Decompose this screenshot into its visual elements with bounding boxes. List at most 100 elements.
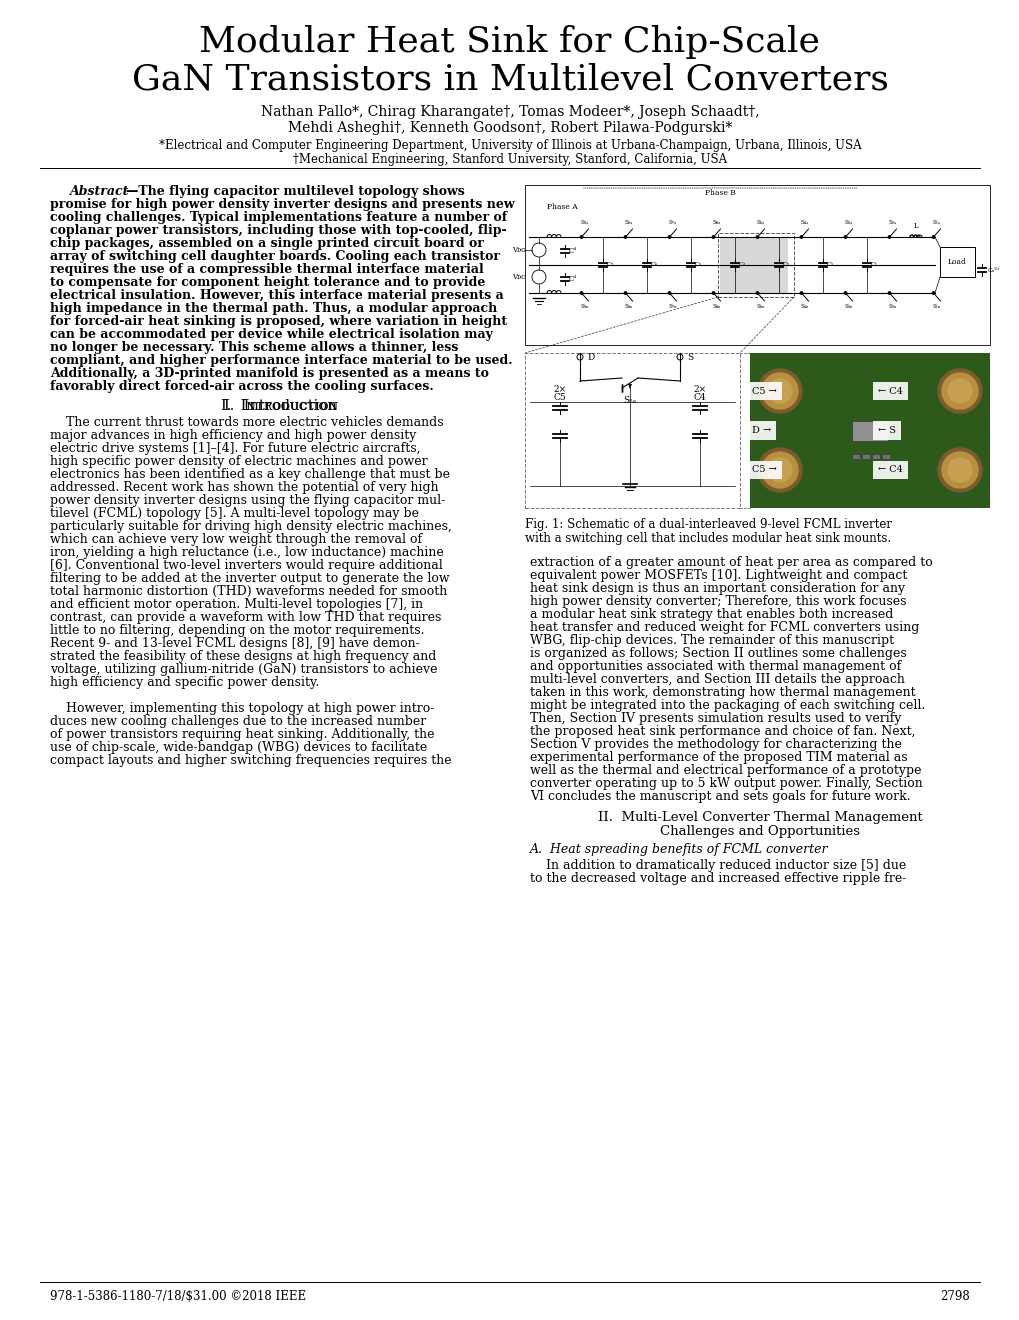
- Text: Vᴅᴄ: Vᴅᴄ: [512, 246, 525, 253]
- Text: and opportunities associated with thermal management of: and opportunities associated with therma…: [530, 660, 901, 673]
- Circle shape: [942, 451, 977, 488]
- Text: C₄: C₄: [739, 263, 746, 268]
- Text: compliant, and higher performance interface material to be used.: compliant, and higher performance interf…: [50, 354, 513, 367]
- Text: tilevel (FCML) topology [5]. A multi-level topology may be: tilevel (FCML) topology [5]. A multi-lev…: [50, 507, 419, 520]
- Text: 2×: 2×: [693, 385, 706, 393]
- Text: However, implementing this topology at high power intro-: However, implementing this topology at h…: [50, 702, 434, 715]
- Circle shape: [888, 292, 890, 294]
- Text: I.  INTRODUCTION: I. INTRODUCTION: [211, 399, 348, 413]
- Text: high specific power density of electric machines and power: high specific power density of electric …: [50, 455, 427, 469]
- Text: and efficient motor operation. Multi-level topologies [7], in: and efficient motor operation. Multi-lev…: [50, 598, 423, 611]
- Text: The current thrust towards more electric vehicles demands: The current thrust towards more electric…: [50, 416, 443, 429]
- Text: II.  Multi-Level Converter Thermal Management: II. Multi-Level Converter Thermal Manage…: [597, 810, 921, 824]
- Text: C₅: C₅: [694, 263, 701, 268]
- Text: filtering to be added at the inverter output to generate the low: filtering to be added at the inverter ou…: [50, 572, 449, 585]
- Text: coplanar power transistors, including those with top-cooled, flip-: coplanar power transistors, including th…: [50, 224, 506, 238]
- Text: S₄ₙ: S₄ₙ: [800, 304, 808, 309]
- Text: Mehdi Asheghi†, Kenneth Goodson†, Robert Pilawa-Podgurski*: Mehdi Asheghi†, Kenneth Goodson†, Robert…: [287, 121, 732, 135]
- Text: L: L: [913, 222, 917, 230]
- Text: requires the use of a compressible thermal interface material: requires the use of a compressible therm…: [50, 263, 483, 276]
- Text: S₉ₙ: S₉ₙ: [580, 304, 589, 309]
- Circle shape: [761, 451, 797, 488]
- Circle shape: [767, 458, 791, 482]
- Text: I.  Iɴᴛʀᴏᴅᴜᴄᴛɪᴏɴ: I. Iɴᴛʀᴏᴅᴜᴄᴛɪᴏɴ: [221, 399, 338, 413]
- Text: promise for high power density inverter designs and presents new: promise for high power density inverter …: [50, 198, 515, 211]
- Text: ← C4: ← C4: [877, 387, 902, 396]
- Text: strated the feasibility of these designs at high frequency and: strated the feasibility of these designs…: [50, 649, 436, 663]
- Circle shape: [888, 236, 890, 238]
- Text: favorably direct forced-air across the cooling surfaces.: favorably direct forced-air across the c…: [50, 380, 433, 393]
- Text: no longer be necessary. This scheme allows a thinner, less: no longer be necessary. This scheme allo…: [50, 341, 458, 354]
- Text: addressed. Recent work has shown the potential of very high: addressed. Recent work has shown the pot…: [50, 480, 438, 494]
- Text: ← C4: ← C4: [877, 466, 902, 474]
- Text: of power transistors requiring heat sinking. Additionally, the: of power transistors requiring heat sink…: [50, 729, 434, 741]
- Text: Additionally, a 3D-printed manifold is presented as a means to: Additionally, a 3D-printed manifold is p…: [50, 367, 488, 380]
- Text: high efficiency and specific power density.: high efficiency and specific power densi…: [50, 676, 319, 689]
- Text: high power density converter; Therefore, this work focuses: high power density converter; Therefore,…: [530, 595, 906, 609]
- Text: extraction of a greater amount of heat per area as compared to: extraction of a greater amount of heat p…: [530, 556, 931, 569]
- Text: Phase A: Phase A: [546, 203, 577, 211]
- Text: —The flying capacitor multilevel topology shows: —The flying capacitor multilevel topolog…: [126, 185, 465, 198]
- Text: voltage, utilizing gallium-nitride (GaN) transistors to achieve: voltage, utilizing gallium-nitride (GaN)…: [50, 663, 437, 676]
- Bar: [861, 454, 869, 458]
- Text: for forced-air heat sinking is proposed, where variation in height: for forced-air heat sinking is proposed,…: [50, 315, 506, 327]
- Text: cooling challenges. Typical implementations feature a number of: cooling challenges. Typical implementati…: [50, 211, 506, 224]
- Text: S₃ₙ: S₃ₙ: [844, 304, 853, 309]
- Text: Nathan Pallo*, Chirag Kharangate†, Tomas Modeer*, Joseph Schaadt†,: Nathan Pallo*, Chirag Kharangate†, Tomas…: [261, 106, 758, 119]
- Text: experimental performance of the proposed TIM material as: experimental performance of the proposed…: [530, 751, 907, 764]
- Text: converter operating up to 5 kW output power. Finally, Section: converter operating up to 5 kW output po…: [530, 777, 922, 789]
- Text: C4: C4: [693, 393, 705, 403]
- Text: high impedance in the thermal path. Thus, a modular approach: high impedance in the thermal path. Thus…: [50, 302, 497, 315]
- Text: S₇ₐ: S₇ₐ: [668, 220, 677, 224]
- Circle shape: [580, 236, 582, 238]
- Circle shape: [667, 236, 671, 238]
- Text: S₆ₙ: S₆ₙ: [712, 304, 720, 309]
- Text: equivalent power MOSFETs [10]. Lightweight and compact: equivalent power MOSFETs [10]. Lightweig…: [530, 569, 907, 582]
- Text: Then, Section IV presents simulation results used to verify: Then, Section IV presents simulation res…: [530, 711, 901, 725]
- Text: C5 →: C5 →: [751, 387, 776, 396]
- Text: S₂ₙ: S₂ₙ: [888, 304, 897, 309]
- Text: contrast, can provide a waveform with low THD that requires: contrast, can provide a waveform with lo…: [50, 611, 441, 624]
- Text: C₃: C₃: [783, 263, 790, 268]
- Circle shape: [755, 236, 758, 238]
- Text: Cᵈ: Cᵈ: [569, 275, 577, 282]
- Text: A.  Heat spreading benefits of FCML converter: A. Heat spreading benefits of FCML conve…: [530, 843, 827, 855]
- Bar: [881, 454, 890, 458]
- Text: electric drive systems [1]–[4]. For future electric aircrafts,: electric drive systems [1]–[4]. For futu…: [50, 442, 420, 455]
- Text: Recent 9- and 13-level FCML designs [8], [9] have demon-: Recent 9- and 13-level FCML designs [8],…: [50, 638, 420, 649]
- Text: duces new cooling challenges due to the increased number: duces new cooling challenges due to the …: [50, 715, 426, 729]
- Text: WBG, flip-chip devices. The remainder of this manuscript: WBG, flip-chip devices. The remainder of…: [530, 634, 894, 647]
- Circle shape: [767, 379, 791, 403]
- Text: Modular Heat Sink for Chip-Scale: Modular Heat Sink for Chip-Scale: [200, 25, 819, 59]
- Text: S₉ₐ: S₉ₐ: [580, 220, 589, 224]
- Circle shape: [800, 292, 802, 294]
- Text: C5 →: C5 →: [751, 466, 776, 474]
- Text: D →: D →: [751, 426, 770, 436]
- Text: Cᵈ: Cᵈ: [569, 247, 577, 255]
- Text: In addition to dramatically reduced inductor size [5] due: In addition to dramatically reduced indu…: [530, 859, 905, 873]
- Bar: [851, 454, 859, 458]
- Text: VI concludes the manuscript and sets goals for future work.: VI concludes the manuscript and sets goa…: [530, 789, 910, 803]
- Text: compact layouts and higher switching frequencies requires the: compact layouts and higher switching fre…: [50, 754, 451, 767]
- Text: might be integrated into the packaging of each switching cell.: might be integrated into the packaging o…: [530, 700, 924, 711]
- Circle shape: [667, 292, 671, 294]
- Text: 978-1-5386-1180-7/18/$31.00 ©2018 IEEE: 978-1-5386-1180-7/18/$31.00 ©2018 IEEE: [50, 1290, 306, 1303]
- Text: Phase B: Phase B: [704, 189, 735, 197]
- Text: S₃ₐ: S₃ₐ: [844, 220, 852, 224]
- Text: S₈ₐ: S₈ₐ: [625, 220, 633, 224]
- Text: iron, yielding a high reluctance (i.e., low inductance) machine: iron, yielding a high reluctance (i.e., …: [50, 546, 443, 558]
- Text: S: S: [687, 352, 693, 362]
- Text: a modular heat sink strategy that enables both increased: a modular heat sink strategy that enable…: [530, 609, 893, 620]
- Circle shape: [931, 292, 933, 294]
- Text: can be accommodated per device while electrical isolation may: can be accommodated per device while ele…: [50, 327, 492, 341]
- Text: Cₒᵁᵗ: Cₒᵁᵗ: [987, 268, 999, 272]
- Text: C₆: C₆: [650, 263, 657, 268]
- Text: GaN Transistors in Multilevel Converters: GaN Transistors in Multilevel Converters: [131, 62, 888, 96]
- Text: well as the thermal and electrical performance of a prototype: well as the thermal and electrical perfo…: [530, 764, 920, 777]
- Circle shape: [580, 292, 582, 294]
- Text: Abstract: Abstract: [70, 185, 129, 198]
- Text: major advances in high efficiency and high power density: major advances in high efficiency and hi…: [50, 429, 416, 442]
- Circle shape: [937, 370, 981, 413]
- Text: ← S: ← S: [877, 426, 895, 436]
- Text: use of chip-scale, wide-bandgap (WBG) devices to facilitate: use of chip-scale, wide-bandgap (WBG) de…: [50, 741, 427, 754]
